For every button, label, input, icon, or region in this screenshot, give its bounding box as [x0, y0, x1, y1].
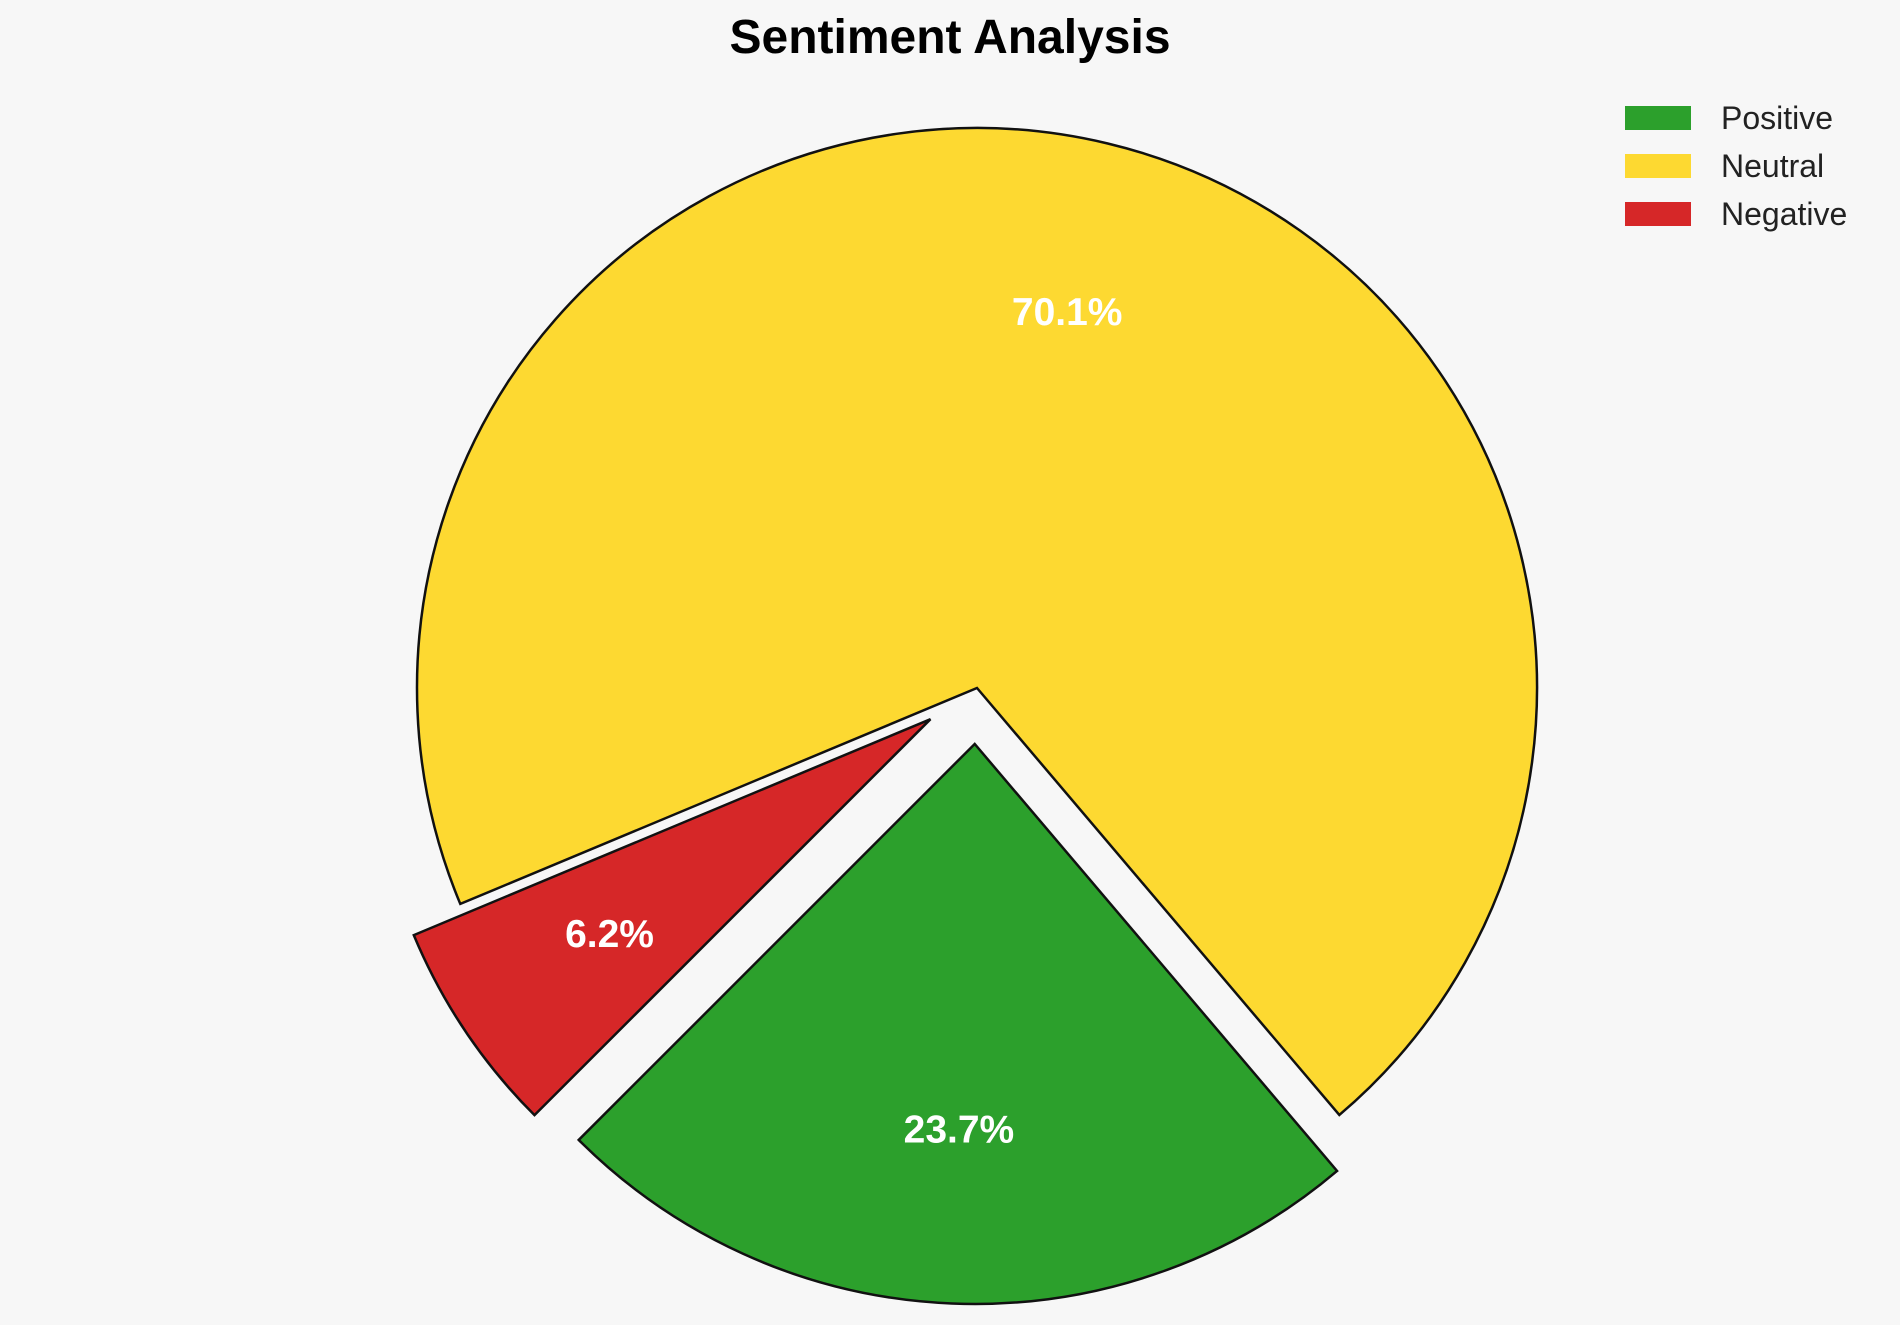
- legend-item-positive: Positive: [1625, 94, 1847, 142]
- legend-swatch-positive: [1625, 106, 1691, 130]
- legend: Positive Neutral Negative: [1625, 94, 1847, 238]
- slice-label-negative: 6.2%: [565, 913, 654, 956]
- pie-slice-positive: [576, 742, 1339, 1306]
- legend-item-neutral: Neutral: [1625, 142, 1847, 190]
- pie-slice-neutral: [415, 126, 1539, 1117]
- legend-item-negative: Negative: [1625, 190, 1847, 238]
- slice-label-positive: 23.7%: [904, 1109, 1015, 1152]
- legend-label-negative: Negative: [1721, 195, 1848, 232]
- pie-slice-negative: [412, 718, 932, 1117]
- legend-label-positive: Positive: [1721, 99, 1834, 136]
- slice-label-neutral: 70.1%: [1012, 291, 1123, 334]
- chart-title: Sentiment Analysis: [729, 11, 1171, 64]
- legend-swatch-negative: [1625, 202, 1691, 226]
- legend-swatch-neutral: [1625, 154, 1691, 178]
- legend-label-neutral: Neutral: [1721, 147, 1825, 184]
